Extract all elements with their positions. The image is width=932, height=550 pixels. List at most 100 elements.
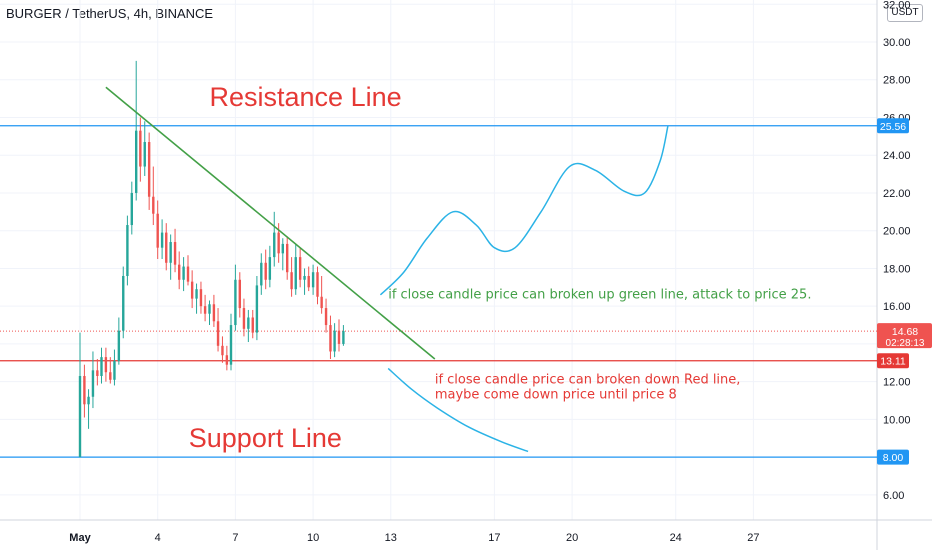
y-tick-label: 6.00 <box>883 490 904 502</box>
x-tick-label: 7 <box>232 532 238 544</box>
candle-body <box>177 264 181 280</box>
x-tick-label: 17 <box>488 532 500 544</box>
y-tick-label: 12.00 <box>883 377 911 389</box>
candle-body <box>298 257 302 280</box>
candle-body <box>255 285 259 333</box>
resistance-price-label: 25.56 <box>880 121 906 133</box>
y-tick-label: 16.00 <box>883 301 911 313</box>
candle-body <box>87 396 90 405</box>
x-tick-label: 24 <box>670 532 682 544</box>
candle-body <box>320 296 323 309</box>
candle-body <box>238 279 242 309</box>
candle-body <box>333 330 336 352</box>
x-tick-label: May <box>69 532 91 544</box>
candle-body <box>186 266 190 282</box>
y-tick-label: 20.00 <box>883 226 911 238</box>
candle-body <box>290 272 293 290</box>
candle-body <box>147 142 151 197</box>
green-trendline <box>105 86 436 360</box>
x-tick-label: 13 <box>385 532 397 544</box>
candle-body <box>268 257 272 280</box>
candle-body <box>329 325 332 352</box>
candle-body <box>294 257 297 290</box>
y-tick-label: 32.00 <box>883 0 911 11</box>
y-tick-label: 10.00 <box>883 414 911 426</box>
candle-body <box>78 375 82 458</box>
candle-body <box>264 262 267 280</box>
current-price-tag <box>877 323 932 349</box>
red-line-price-tag <box>877 353 909 369</box>
support-price-label: 8.00 <box>883 452 904 464</box>
candle-body <box>307 275 310 288</box>
y-tick-label: 22.00 <box>883 188 911 200</box>
y-tick-label: 30.00 <box>883 37 911 49</box>
candle-body <box>126 225 129 276</box>
resistance-label: Resistance Line <box>210 82 402 112</box>
candle-body <box>311 272 315 288</box>
support-price-tag <box>877 449 909 465</box>
candle-body <box>139 130 142 167</box>
candle-body <box>83 375 86 405</box>
candle-body <box>303 275 306 280</box>
candle-body <box>135 130 138 193</box>
candle-body <box>117 330 121 361</box>
candle-body <box>152 196 155 214</box>
candle-body <box>229 325 233 365</box>
candle-body <box>260 262 263 286</box>
candle-body <box>96 370 99 376</box>
candle-body <box>234 279 237 326</box>
candle-body <box>337 330 341 344</box>
candle-body <box>182 266 185 280</box>
candle-body <box>165 232 168 263</box>
candle-body <box>143 142 146 167</box>
candle-body <box>324 308 328 326</box>
x-tick-label: 20 <box>566 532 578 544</box>
down-projection <box>387 367 529 453</box>
candle-body <box>160 232 164 248</box>
candle-body <box>173 242 177 265</box>
candle-body <box>169 242 172 263</box>
candle-body <box>212 304 216 322</box>
support-label: Support Line <box>189 423 342 453</box>
candle-body <box>247 317 250 329</box>
annotation-red-2: maybe come down price until price 8 <box>435 388 677 403</box>
y-tick-label: 28.00 <box>883 75 911 87</box>
candle-countdown: 02:28:13 <box>886 338 925 349</box>
candle-body <box>342 331 345 344</box>
candle-body <box>273 232 276 258</box>
x-tick-label: 4 <box>155 532 161 544</box>
y-tick-label: 24.00 <box>883 150 911 162</box>
candle-body <box>281 243 284 254</box>
candle-body <box>195 289 198 299</box>
up-projection <box>379 125 669 296</box>
candle-body <box>190 281 194 299</box>
currency-badge[interactable]: USDT <box>887 4 923 22</box>
current-price-label: 14.68 <box>892 326 918 338</box>
y-tick-label: 18.00 <box>883 263 911 275</box>
candle-body <box>100 357 103 376</box>
candle-body <box>113 360 116 380</box>
candle-body <box>208 304 211 314</box>
candle-body <box>216 321 220 346</box>
x-tick-label: 10 <box>307 532 319 544</box>
candle-body <box>122 275 125 331</box>
candle-body <box>221 345 224 356</box>
candle-body <box>316 272 319 297</box>
annotation-green: if close candle price can broken up gree… <box>388 288 811 303</box>
red-line-price-label: 13.11 <box>880 356 906 368</box>
candle-body <box>251 317 254 333</box>
candle-body <box>203 306 207 314</box>
candle-body <box>91 370 95 397</box>
x-tick-label: 27 <box>747 532 759 544</box>
candle-body <box>130 192 133 226</box>
candle-body <box>242 308 246 329</box>
candle-body <box>225 355 229 365</box>
candle-body <box>199 289 203 307</box>
chart-title: BURGER / TetherUS, 4h, BINANCE <box>6 6 214 21</box>
resistance-price-tag <box>877 118 909 134</box>
candle-body <box>104 357 108 373</box>
candle-body <box>109 372 112 380</box>
candle-body <box>286 243 289 273</box>
